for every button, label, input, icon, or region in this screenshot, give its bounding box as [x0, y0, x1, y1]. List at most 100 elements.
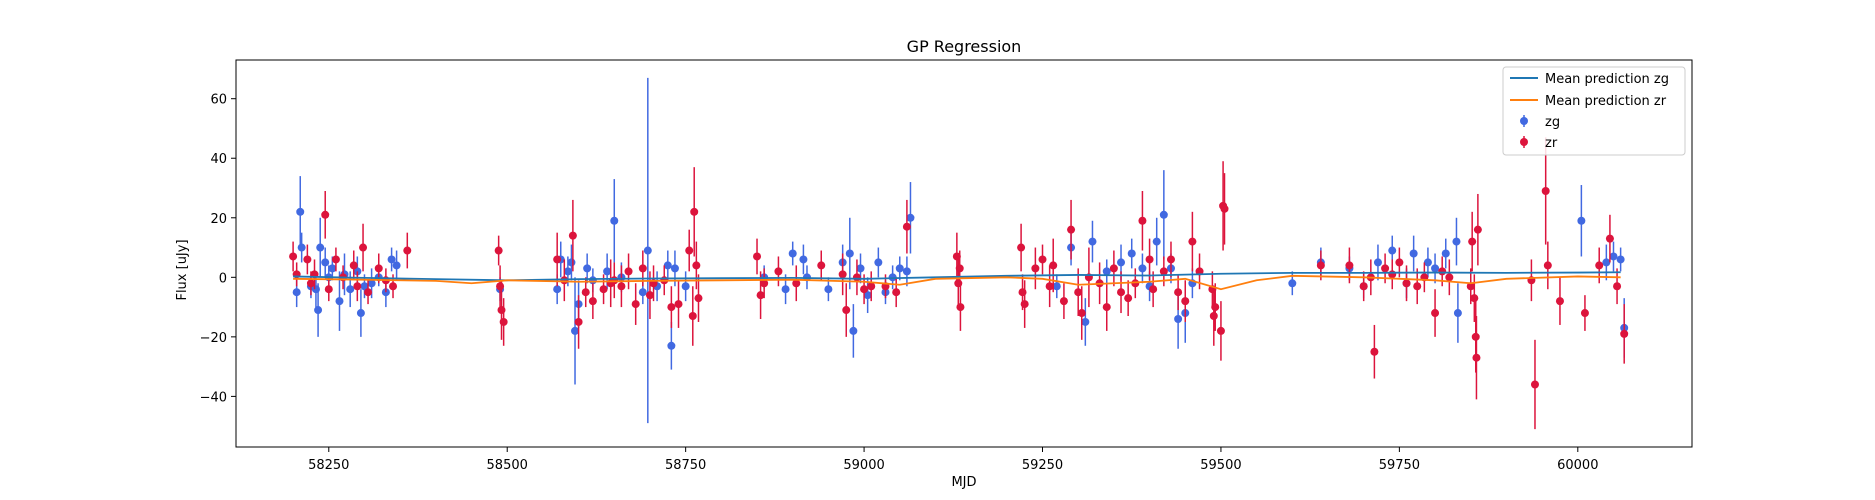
y-tick-label: −40 — [200, 390, 227, 405]
data-point-zg — [906, 213, 915, 222]
y-tick-label: 20 — [210, 212, 227, 227]
data-point-zr — [1020, 300, 1029, 309]
data-point-zg — [663, 261, 672, 270]
data-point-zg — [643, 246, 652, 255]
data-point-zg — [321, 258, 330, 267]
data-point-zr — [645, 291, 654, 300]
series-zr — [289, 137, 1629, 430]
data-point-zg — [874, 258, 883, 267]
data-point-zr — [331, 255, 340, 264]
data-point-zr — [624, 267, 633, 276]
legend-swatch-zr-points — [1520, 136, 1528, 148]
data-point-zr — [1038, 255, 1047, 264]
data-point-zr — [838, 270, 847, 279]
data-point-zr — [631, 300, 640, 309]
data-point-zr — [756, 291, 765, 300]
data-point-zr — [1543, 261, 1552, 270]
x-tick-label: 59250 — [1022, 458, 1063, 473]
data-point-zr — [674, 300, 683, 309]
data-point-zg — [583, 264, 592, 273]
data-point-zg — [1138, 264, 1147, 273]
data-point-zr — [1620, 329, 1629, 338]
data-point-zr — [1530, 380, 1539, 389]
data-point-zr — [1541, 186, 1550, 195]
legend-label-zg-line: Mean prediction zg — [1545, 72, 1669, 87]
data-point-zr — [306, 279, 315, 288]
data-point-zg — [824, 285, 833, 294]
data-point-zg — [1081, 317, 1090, 326]
data-point-zr — [1370, 347, 1379, 356]
data-point-zr — [955, 264, 964, 273]
data-point-zr — [1413, 282, 1422, 291]
data-point-zr — [1345, 261, 1354, 270]
legend-label-zg-points: zg — [1545, 115, 1560, 130]
legend-marker — [1520, 117, 1528, 125]
data-point-zr — [1316, 261, 1325, 270]
data-point-zr — [1431, 309, 1440, 318]
data-point-zg — [667, 341, 676, 350]
data-point-zg — [346, 285, 355, 294]
x-tick-label: 58250 — [308, 458, 349, 473]
data-point-zr — [599, 285, 608, 294]
y-tick-label: 40 — [210, 152, 227, 167]
plot-frame — [235, 59, 1693, 448]
data-point-zr — [1209, 312, 1218, 321]
data-point-zg — [638, 288, 647, 297]
legend-marker — [1520, 138, 1528, 146]
legend-label-zr-line: Mean prediction zr — [1545, 94, 1667, 109]
y-tick-label: 60 — [210, 93, 227, 108]
data-point-zr — [1138, 216, 1147, 225]
data-point-zg — [1159, 210, 1168, 219]
data-point-zr — [1580, 309, 1589, 318]
data-point-zg — [588, 276, 597, 285]
data-point-zr — [1166, 255, 1175, 264]
data-point-zr — [1473, 225, 1482, 234]
data-point-zr — [1472, 353, 1481, 362]
data-point-zg — [1577, 216, 1586, 225]
data-point-zg — [788, 249, 797, 258]
data-point-zr — [581, 288, 590, 297]
legend-swatch-zg-points — [1520, 115, 1528, 127]
data-point-zg — [328, 264, 337, 273]
data-point-zr — [389, 282, 398, 291]
data-point-zg — [1052, 282, 1061, 291]
data-point-zr — [867, 282, 876, 291]
data-point-zr — [753, 252, 762, 261]
data-point-zr — [1555, 297, 1564, 306]
data-point-zr — [1159, 267, 1168, 276]
data-point-zr — [560, 276, 569, 285]
data-point-zr — [617, 282, 626, 291]
data-point-zr — [1402, 279, 1411, 288]
data-point-zr — [1220, 204, 1229, 213]
data-point-zg — [1117, 258, 1126, 267]
data-point-zg — [1452, 237, 1461, 246]
data-point-zr — [860, 285, 869, 294]
data-point-zg — [316, 243, 325, 252]
data-point-zg — [387, 255, 396, 264]
data-point-zr — [494, 246, 503, 255]
data-point-zg — [1388, 246, 1397, 255]
x-axis-label: MJD — [951, 475, 976, 490]
data-point-zg — [1609, 252, 1618, 261]
data-point-zg — [1373, 258, 1382, 267]
data-point-zr — [956, 303, 965, 312]
y-tick-label: 0 — [219, 271, 227, 286]
x-tick-label: 58500 — [487, 458, 528, 473]
data-point-zr — [1017, 243, 1026, 252]
data-point-zr — [1067, 225, 1076, 234]
data-point-zg — [1616, 255, 1625, 264]
y-tick-label: −20 — [200, 331, 227, 346]
data-point-zr — [610, 276, 619, 285]
data-point-zg — [1409, 249, 1418, 258]
data-point-zg — [670, 264, 679, 273]
data-point-zr — [1395, 258, 1404, 267]
data-point-zg — [571, 326, 580, 335]
data-point-zr — [1188, 237, 1197, 246]
data-point-zr — [817, 261, 826, 270]
data-point-zr — [1216, 326, 1225, 335]
data-point-zr — [359, 243, 368, 252]
data-point-zg — [553, 285, 562, 294]
data-point-zr — [1174, 288, 1183, 297]
data-point-zg — [1423, 258, 1432, 267]
data-point-zg — [863, 291, 872, 300]
